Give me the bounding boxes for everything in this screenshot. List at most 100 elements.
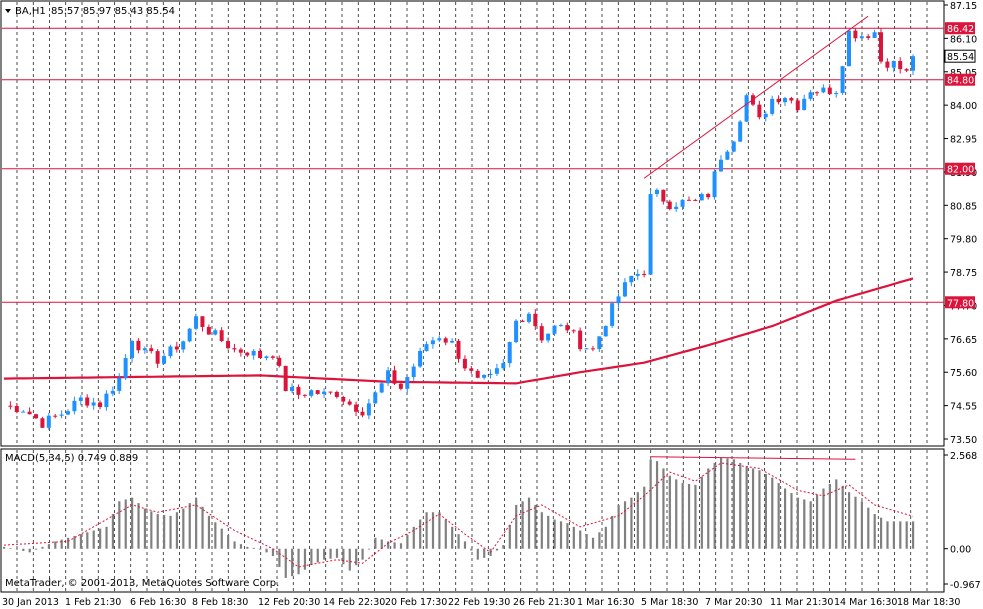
time-tick-label: 8 Feb 18:30 <box>192 597 248 608</box>
trendline-layer <box>643 15 869 179</box>
candle <box>437 335 442 342</box>
candle-body <box>565 325 570 331</box>
candle <box>814 91 819 97</box>
candle-body <box>846 30 851 67</box>
candle <box>859 34 864 39</box>
candle <box>911 54 915 76</box>
candle <box>34 413 39 420</box>
candle <box>85 394 90 408</box>
candle <box>501 358 506 371</box>
macd-bar <box>783 488 787 549</box>
candle-body <box>277 357 282 366</box>
macd-bar <box>566 523 569 549</box>
candle-body <box>635 274 640 276</box>
candle <box>891 60 896 73</box>
macd-bar <box>777 483 780 549</box>
candle-body <box>411 366 416 378</box>
macd-axis: 2.568 0.00 -0.967 <box>944 451 981 591</box>
candle-body <box>302 394 307 396</box>
macd-bar <box>355 548 358 566</box>
macd-bar <box>214 522 217 549</box>
candle-body <box>911 56 915 71</box>
level-label-box <box>945 296 975 309</box>
macd-bar <box>828 483 831 549</box>
macd-bar <box>675 479 678 549</box>
macd-bar <box>559 521 563 549</box>
candle <box>488 369 493 379</box>
candle-body <box>450 340 455 343</box>
time-tick-label: 6 Feb 16:30 <box>130 597 186 608</box>
candle <box>738 120 743 143</box>
candle-body <box>667 201 672 210</box>
macd-pane-frame <box>0 448 945 593</box>
candle-body <box>795 100 800 111</box>
candle-body <box>168 346 173 357</box>
macd-bar <box>348 548 351 571</box>
candle-body <box>290 387 295 392</box>
macd-bar <box>182 508 185 549</box>
candle-body <box>328 391 333 393</box>
candle-body <box>520 320 525 322</box>
candle <box>360 407 365 418</box>
macd-bar <box>438 512 441 549</box>
candle <box>693 198 698 201</box>
candle-body <box>584 348 589 350</box>
candle-body <box>130 340 135 359</box>
candle <box>277 355 282 368</box>
candle <box>482 374 487 380</box>
candle <box>770 95 775 116</box>
macd-bar <box>476 548 479 560</box>
candle-body <box>821 87 826 93</box>
macd-bar <box>150 511 153 549</box>
macd-bar <box>316 548 319 563</box>
candle <box>840 65 845 95</box>
candle-body <box>706 194 711 198</box>
macd-bar <box>611 515 614 549</box>
candle <box>27 407 32 415</box>
price-pane-frame <box>0 0 945 447</box>
candle <box>443 336 448 346</box>
macd-bar <box>367 548 371 550</box>
candle <box>366 398 371 420</box>
macd-bar <box>60 539 63 549</box>
candle <box>654 188 659 198</box>
macd-bar <box>118 501 121 549</box>
candle <box>533 309 538 331</box>
vertical-grid <box>16 2 928 591</box>
candle-body <box>501 363 506 369</box>
time-tick-label: 14 Mar 16:30 <box>834 597 897 608</box>
candle <box>162 352 167 364</box>
candle <box>706 192 711 200</box>
macd-bar <box>790 493 793 549</box>
macd-bar <box>655 461 659 549</box>
candle-body <box>373 392 378 404</box>
candle-body <box>162 356 167 364</box>
candle <box>219 327 224 343</box>
candle-body <box>219 330 224 342</box>
candle <box>181 340 186 353</box>
candle <box>373 390 378 404</box>
candle-body <box>494 368 499 374</box>
candle-body <box>149 348 154 352</box>
candle <box>526 312 531 324</box>
triangle-down-icon[interactable] <box>5 9 11 13</box>
candle <box>78 395 83 406</box>
candle-body <box>78 397 83 401</box>
candle <box>872 29 877 39</box>
candle-body <box>40 418 45 428</box>
macd-bar <box>534 504 537 549</box>
macd-bar <box>387 541 390 549</box>
candle <box>117 373 122 394</box>
candle <box>424 341 429 352</box>
candle <box>213 328 218 336</box>
candle <box>763 111 768 122</box>
candle <box>91 397 96 410</box>
candle-body <box>187 328 192 342</box>
level-label: 84.80 <box>947 76 974 87</box>
candle-body <box>782 98 787 103</box>
candle-body <box>264 356 269 358</box>
candle-body <box>475 370 480 378</box>
candle-body <box>718 159 723 172</box>
candle-body <box>571 330 576 332</box>
